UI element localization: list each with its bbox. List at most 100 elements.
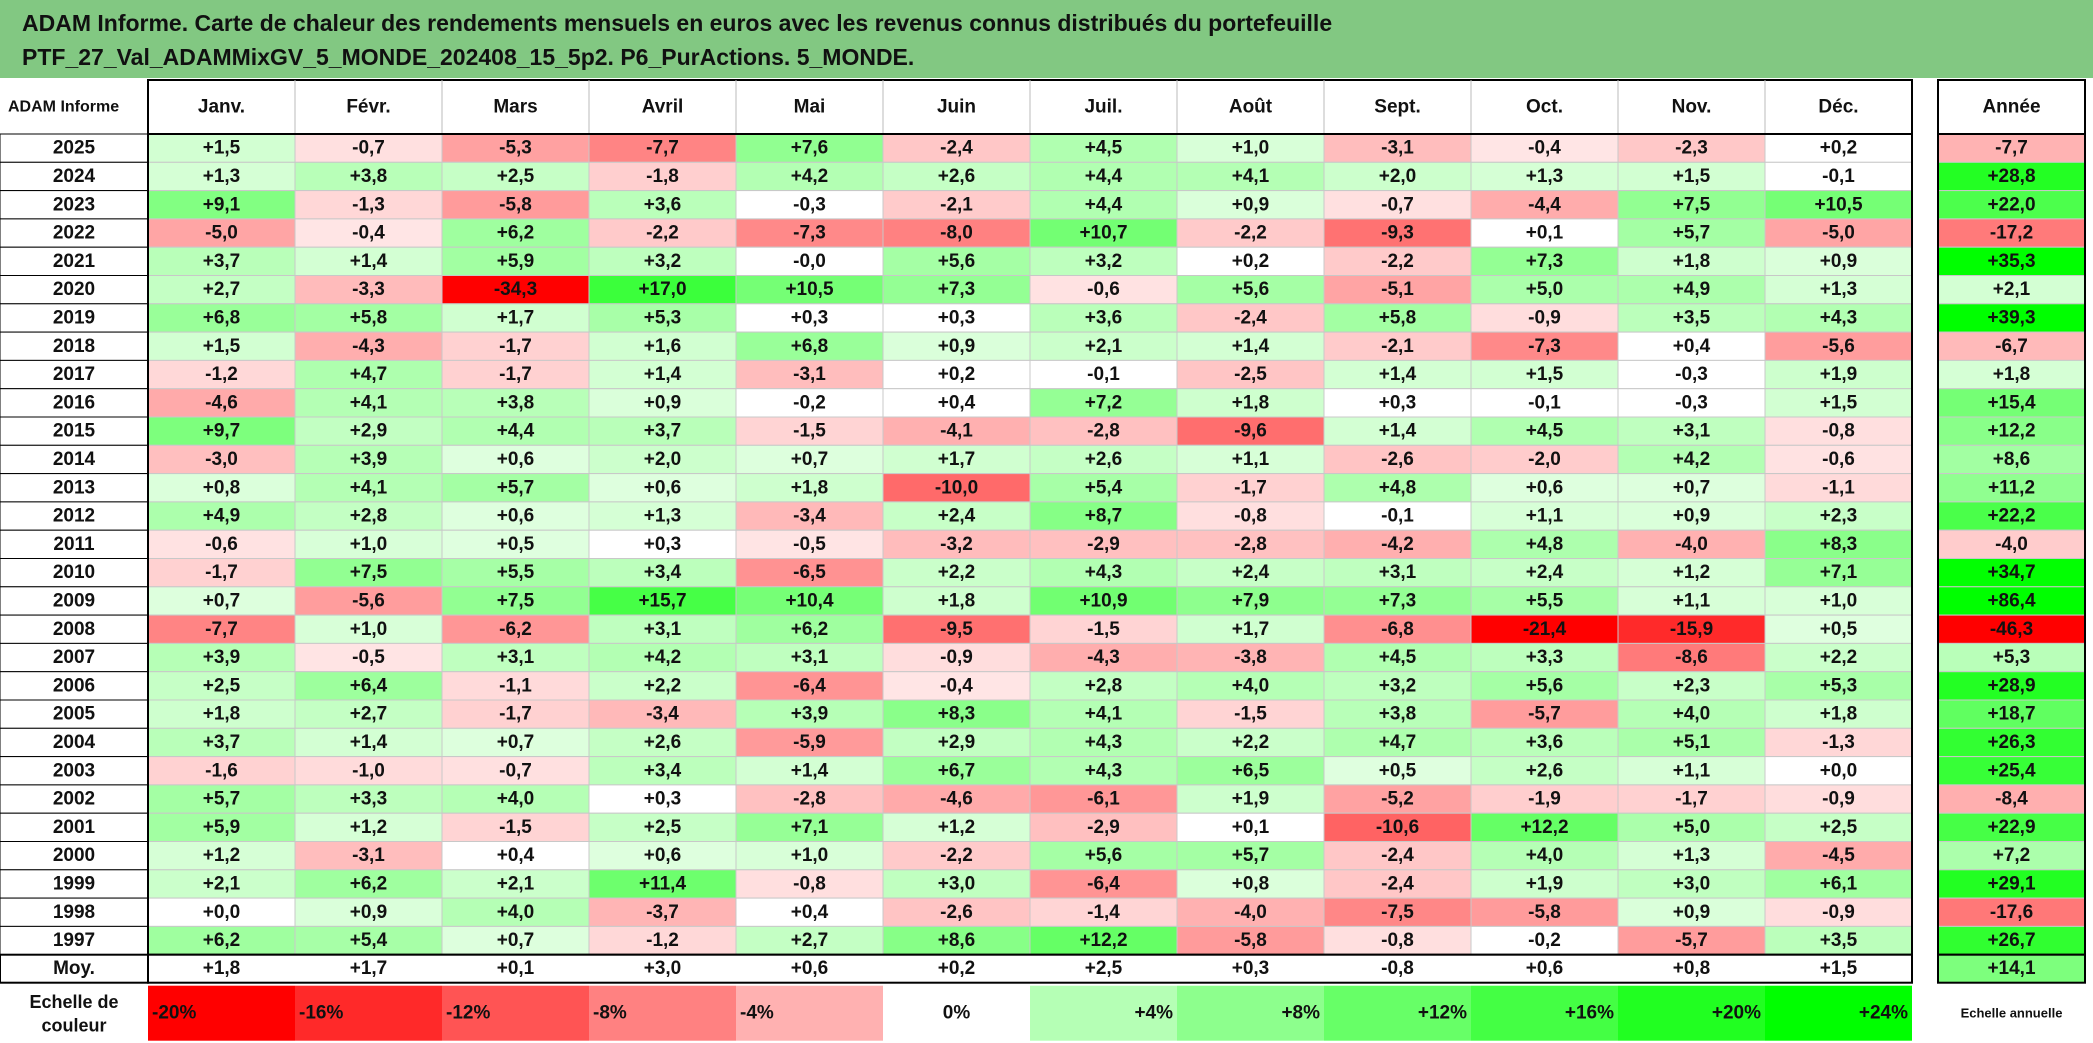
cell-value: +1,4 — [350, 732, 388, 753]
cell-value: +5,3 — [644, 307, 682, 328]
heat-cell — [441, 756, 590, 786]
cell-value: -0,0 — [793, 251, 826, 272]
heat-cell — [1323, 190, 1472, 220]
cell-value: -1,7 — [205, 562, 238, 583]
heat-cell — [735, 671, 884, 701]
cell-value: +0,6 — [497, 506, 535, 527]
heat-cell — [1323, 699, 1472, 729]
cell-value: +2,6 — [1526, 760, 1564, 781]
heat-cell — [588, 925, 737, 956]
heat-cell — [1029, 444, 1178, 475]
cell-value: -0,9 — [1822, 902, 1855, 923]
heat-cell — [1176, 925, 1325, 956]
heat-cell — [1470, 161, 1619, 192]
annual-value: -4,0 — [1995, 534, 2028, 555]
heat-cell — [588, 586, 737, 616]
cell-value: +5,5 — [497, 562, 535, 583]
cell-value: +8,6 — [938, 930, 976, 951]
cell-value: +3,8 — [1379, 704, 1417, 725]
cell-value: -0,2 — [793, 392, 826, 413]
scale-swatch — [1471, 985, 1618, 1041]
cell-value: -4,6 — [205, 392, 238, 413]
heat-cell — [735, 161, 884, 192]
cell-value: +0,2 — [1820, 138, 1858, 159]
cell-value: +4,3 — [1820, 307, 1858, 328]
heat-cell — [1617, 275, 1766, 305]
heat-cell — [1617, 841, 1766, 871]
cell-value: +7,6 — [791, 138, 829, 159]
row-label-2012: 2012 — [53, 506, 95, 527]
cell-value: +5,0 — [1526, 279, 1564, 300]
heat-cell — [882, 388, 1031, 418]
cell-value: +1,8 — [203, 704, 241, 725]
heat-cell — [1764, 133, 1913, 163]
heat-cell — [1176, 218, 1325, 248]
cell-value: +1,7 — [938, 449, 976, 470]
annual-cell — [1937, 359, 2086, 390]
heat-cell — [147, 756, 296, 786]
row-label-2023: 2023 — [53, 194, 95, 215]
scale-stop-label: -16% — [299, 1003, 343, 1024]
cell-value: -4,3 — [1087, 647, 1120, 668]
cell-value: -2,5 — [1234, 364, 1267, 385]
cell-value: -1,0 — [352, 760, 385, 781]
cell-value: +0,4 — [1673, 336, 1711, 357]
cell-value: +6,2 — [350, 873, 388, 894]
cell-value: +5,9 — [203, 817, 241, 838]
average-value: +0,1 — [497, 958, 535, 979]
cell-value: +3,5 — [1673, 307, 1711, 328]
heat-cell — [1764, 897, 1913, 927]
cell-value: +3,3 — [1526, 647, 1564, 668]
heat-cell — [1470, 388, 1619, 418]
annual-value: -7,7 — [1995, 138, 2028, 159]
heat-cell — [1323, 586, 1472, 616]
row-label-1999: 1999 — [53, 873, 95, 894]
average-value: +1,5 — [1820, 958, 1858, 979]
cell-value: +0,9 — [1820, 251, 1858, 272]
cell-value: +2,7 — [203, 279, 241, 300]
cell-value: +1,9 — [1526, 873, 1564, 894]
cell-value: -5,7 — [1528, 704, 1561, 725]
cell-value: +8,3 — [1820, 534, 1858, 555]
cell-value: +7,3 — [1379, 590, 1417, 611]
heat-cell — [1764, 586, 1913, 616]
cell-value: +1,6 — [644, 336, 682, 357]
cell-value: -1,7 — [499, 364, 532, 385]
cell-value: +1,8 — [791, 477, 829, 498]
cell-value: +0,9 — [644, 392, 682, 413]
cell-value: +4,7 — [350, 364, 388, 385]
cell-value: -2,1 — [1381, 336, 1414, 357]
cell-value: +5,6 — [1232, 279, 1270, 300]
annual-value: +26,3 — [1987, 732, 2035, 753]
cell-value: -0,7 — [352, 138, 385, 159]
scale-stop-label: -8% — [593, 1003, 627, 1024]
annual-value: +28,8 — [1987, 166, 2035, 187]
heat-cell — [588, 699, 737, 729]
cell-value: -0,8 — [1234, 506, 1267, 527]
heat-cell — [1176, 388, 1325, 418]
cell-value: -5,8 — [499, 194, 532, 215]
cell-value: -9,3 — [1381, 223, 1414, 244]
cell-value: +10,5 — [785, 279, 834, 300]
heat-cell — [1323, 558, 1472, 588]
annual-value: +39,3 — [1987, 307, 2035, 328]
heat-cell — [147, 218, 296, 248]
cell-value: +5,4 — [350, 930, 388, 951]
scale-annual-note: Echelle annuelle — [1961, 1006, 2063, 1021]
cell-value: +2,4 — [1526, 562, 1564, 583]
scale-label-line-2: couleur — [41, 1015, 106, 1035]
heat-cell — [1617, 473, 1766, 503]
heat-cell — [1176, 869, 1325, 899]
cell-value: +4,9 — [1673, 279, 1711, 300]
average-annual-value: +14,1 — [1987, 958, 2036, 979]
cell-value: +1,4 — [1379, 421, 1417, 442]
cell-value: -1,6 — [205, 760, 238, 781]
cell-value: +0,4 — [791, 902, 829, 923]
cell-value: +2,9 — [350, 421, 388, 442]
column-header-5: Mai — [794, 97, 826, 118]
cell-value: +0,9 — [1673, 506, 1711, 527]
heat-cell — [882, 444, 1031, 475]
row-label-2004: 2004 — [53, 732, 96, 753]
heat-cell — [1176, 784, 1325, 814]
cell-value: +5,8 — [350, 307, 388, 328]
